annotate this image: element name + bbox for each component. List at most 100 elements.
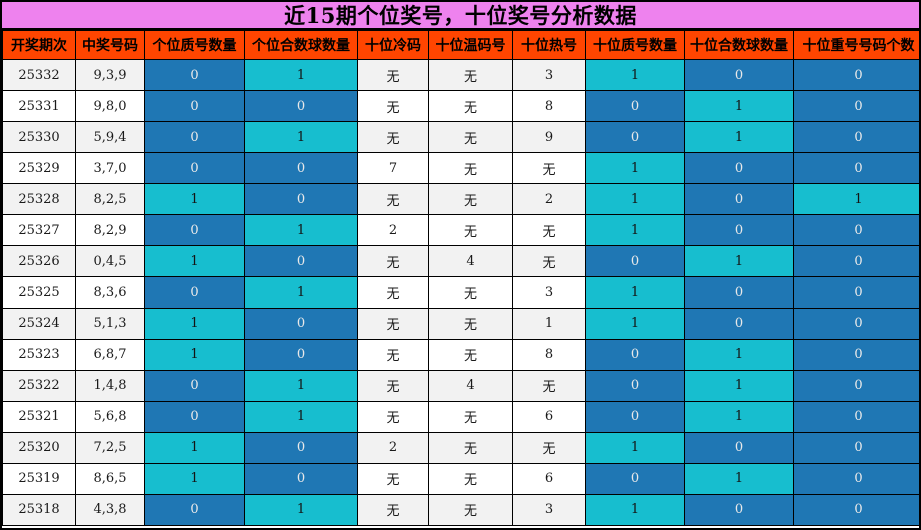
tens-hot-number-cell: 无: [512, 214, 586, 247]
table-row: 25332 9,3,9 0 1 无无 3 1 0 0: [2, 58, 919, 92]
table-row: 25330 5,9,4 0 1 无无 9 0 1 0: [2, 121, 919, 154]
tens-cold-number-cell: 7: [357, 152, 429, 185]
units-prime-count-cell: 1: [144, 338, 245, 371]
tens-composite-count-cell: 0: [684, 276, 794, 309]
table-row: 25329 3,7,0 0 0 7 无无 1 0 0: [2, 152, 919, 185]
tens-composite-count-cell: 0: [684, 493, 794, 527]
tens-composite-count-cell: 1: [684, 462, 794, 495]
page-title: 近15期个位奖号，十位奖号分析数据: [2, 2, 919, 30]
tens-warm-number-cell: 无: [428, 58, 513, 92]
tens-cold-number-cell: 无: [357, 276, 429, 309]
units-prime-count-cell: 0: [144, 493, 245, 527]
tens-repeat-count-cell: 0: [793, 90, 919, 123]
units-prime-count-cell: 0: [144, 369, 245, 402]
tens-warm-number-cell: 无: [428, 90, 513, 123]
units-prime-count-cell: 0: [144, 152, 245, 185]
column-header: 开奖期次: [2, 30, 76, 60]
column-header: 十位温码号: [428, 30, 513, 60]
period-cell: 25329: [2, 152, 76, 185]
tens-prime-count-cell: 1: [585, 152, 685, 185]
tens-warm-number-cell: 4: [428, 369, 513, 402]
units-composite-count-cell: 0: [244, 462, 358, 495]
winning-numbers-cell: 6,8,7: [75, 338, 145, 371]
table-row: 25318 4,3,8 0 1 无无 3 1 0 0: [2, 493, 919, 527]
units-composite-count-cell: 0: [244, 245, 358, 278]
tens-warm-number-cell: 无: [428, 338, 513, 371]
tens-warm-number-cell: 无: [428, 121, 513, 154]
tens-hot-number-cell: 3: [512, 276, 586, 309]
column-header: 十位质号数量: [585, 30, 685, 60]
table-body: 25332 9,3,9 0 1 无无 3 1 0 0 25331 9,8,0 0 0 无无 8 0 1 0 2533…: [2, 58, 919, 527]
tens-cold-number-cell: 无: [357, 493, 429, 527]
tens-cold-number-cell: 无: [357, 462, 429, 495]
tens-hot-number-cell: 6: [512, 400, 586, 433]
tens-warm-number-cell: 无: [428, 183, 513, 216]
period-cell: 25322: [2, 369, 76, 402]
tens-hot-number-cell: 1: [512, 307, 586, 340]
tens-warm-number-cell: 无: [428, 431, 513, 464]
tens-repeat-count-cell: 0: [793, 400, 919, 433]
tens-repeat-count-cell: 0: [793, 214, 919, 247]
winning-numbers-cell: 5,9,4: [75, 121, 145, 154]
tens-composite-count-cell: 0: [684, 214, 794, 247]
table-row: 25323 6,8,7 1 0 无无 8 0 1 0: [2, 338, 919, 371]
winning-numbers-cell: 9,3,9: [75, 58, 145, 92]
tens-prime-count-cell: 1: [585, 214, 685, 247]
tens-composite-count-cell: 0: [684, 58, 794, 92]
winning-numbers-cell: 7,2,5: [75, 431, 145, 464]
tens-hot-number-cell: 2: [512, 183, 586, 216]
tens-cold-number-cell: 无: [357, 400, 429, 433]
period-cell: 25331: [2, 90, 76, 123]
tens-warm-number-cell: 无: [428, 307, 513, 340]
tens-repeat-count-cell: 0: [793, 493, 919, 527]
table-row: 25319 8,6,5 1 0 无无 6 0 1 0: [2, 462, 919, 495]
tens-cold-number-cell: 2: [357, 431, 429, 464]
tens-hot-number-cell: 无: [512, 369, 586, 402]
tens-composite-count-cell: 1: [684, 369, 794, 402]
tens-hot-number-cell: 9: [512, 121, 586, 154]
tens-cold-number-cell: 无: [357, 183, 429, 216]
period-cell: 25332: [2, 58, 76, 92]
units-prime-count-cell: 0: [144, 121, 245, 154]
tens-composite-count-cell: 0: [684, 307, 794, 340]
tens-repeat-count-cell: 0: [793, 369, 919, 402]
units-composite-count-cell: 0: [244, 183, 358, 216]
table-row: 25325 8,3,6 0 1 无无 3 1 0 0: [2, 276, 919, 309]
column-header: 中奖号码: [75, 30, 145, 60]
tens-hot-number-cell: 无: [512, 431, 586, 464]
units-prime-count-cell: 1: [144, 307, 245, 340]
tens-prime-count-cell: 1: [585, 58, 685, 92]
period-cell: 25323: [2, 338, 76, 371]
column-header: 十位冷码: [357, 30, 429, 60]
period-cell: 25319: [2, 462, 76, 495]
period-cell: 25328: [2, 183, 76, 216]
units-prime-count-cell: 0: [144, 58, 245, 92]
winning-numbers-cell: 1,4,8: [75, 369, 145, 402]
tens-hot-number-cell: 8: [512, 338, 586, 371]
units-composite-count-cell: 1: [244, 214, 358, 247]
period-cell: 25330: [2, 121, 76, 154]
tens-prime-count-cell: 0: [585, 462, 685, 495]
analysis-table: 开奖期次 中奖号码 个位质号数量 个位合数球数量 十位冷码 十位温码号 十位热号 十位质号数量…: [2, 30, 919, 527]
winning-numbers-cell: 8,6,5: [75, 462, 145, 495]
tens-warm-number-cell: 无: [428, 462, 513, 495]
tens-hot-number-cell: 无: [512, 152, 586, 185]
period-cell: 25320: [2, 431, 76, 464]
tens-warm-number-cell: 无: [428, 400, 513, 433]
tens-prime-count-cell: 0: [585, 338, 685, 371]
tens-hot-number-cell: 无: [512, 245, 586, 278]
tens-hot-number-cell: 6: [512, 462, 586, 495]
units-prime-count-cell: 0: [144, 400, 245, 433]
tens-prime-count-cell: 0: [585, 369, 685, 402]
winning-numbers-cell: 4,3,8: [75, 493, 145, 527]
tens-repeat-count-cell: 0: [793, 58, 919, 92]
tens-prime-count-cell: 1: [585, 276, 685, 309]
table-row: 25328 8,2,5 1 0 无无 2 1 0 1: [2, 183, 919, 216]
units-prime-count-cell: 1: [144, 183, 245, 216]
units-composite-count-cell: 1: [244, 400, 358, 433]
units-prime-count-cell: 1: [144, 462, 245, 495]
tens-composite-count-cell: 0: [684, 152, 794, 185]
table-row: 25331 9,8,0 0 0 无无 8 0 1 0: [2, 90, 919, 123]
units-prime-count-cell: 1: [144, 431, 245, 464]
